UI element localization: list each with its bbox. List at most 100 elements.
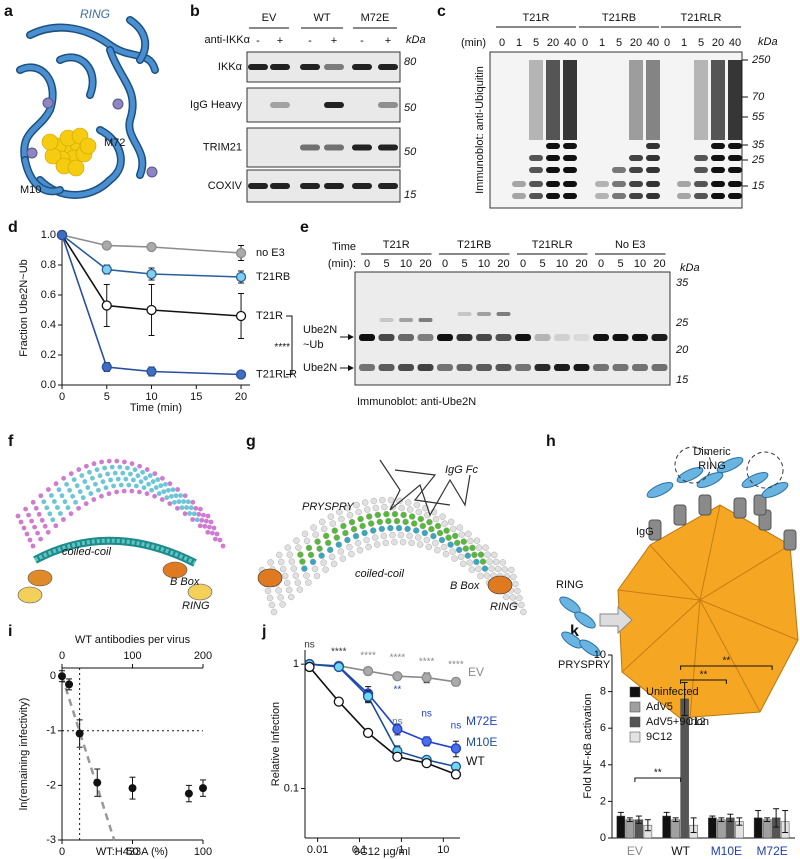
band	[629, 181, 643, 187]
density-point	[190, 517, 196, 522]
band	[646, 143, 660, 149]
density-point	[44, 505, 50, 511]
ribbon	[34, 538, 196, 565]
density-point	[134, 483, 139, 489]
density-point	[127, 471, 133, 477]
density-point	[460, 538, 467, 545]
density-point	[170, 487, 176, 493]
density-point	[42, 523, 48, 529]
density-point	[36, 511, 42, 517]
density-point	[94, 467, 100, 473]
data-point	[450, 743, 462, 754]
density-point	[91, 497, 97, 502]
domain-label: PRYSPRY	[302, 501, 354, 513]
density-point	[344, 536, 351, 544]
band	[359, 334, 375, 341]
band	[546, 143, 560, 149]
series-line	[61, 234, 242, 254]
group-label: T21R	[523, 12, 550, 24]
group-label: T21RB	[602, 12, 636, 24]
density-point	[169, 493, 174, 499]
density-point	[387, 496, 395, 504]
density-point	[488, 565, 495, 572]
density-point	[167, 501, 173, 507]
density-point	[380, 532, 387, 540]
time-label: 10	[400, 258, 412, 270]
density-point	[391, 538, 398, 546]
data-point	[450, 769, 462, 780]
significance-label: ns	[451, 721, 462, 732]
band	[612, 167, 626, 173]
density-point	[45, 529, 51, 535]
legend-swatch	[629, 716, 641, 728]
density-point	[38, 536, 43, 542]
density-point	[376, 518, 383, 526]
density-point	[175, 505, 180, 511]
time-label: 0	[499, 37, 505, 49]
panel-label: j	[261, 623, 266, 640]
density-point	[108, 477, 113, 483]
x-tick-label: 0	[59, 846, 65, 858]
trim21	[676, 467, 704, 483]
band	[711, 155, 725, 161]
y-axis-title: Fold NF-κB activation	[582, 693, 594, 798]
band	[573, 334, 590, 341]
density-point	[123, 476, 129, 482]
band	[378, 102, 398, 108]
density-point	[178, 493, 184, 498]
band	[677, 181, 691, 187]
density-point	[440, 543, 448, 551]
density-point	[77, 489, 83, 495]
marker-label: 250	[751, 54, 771, 66]
density-point	[106, 458, 112, 464]
y-tick-label: 6	[600, 722, 606, 734]
x-tick-label: M10E	[711, 844, 742, 858]
panel-label: a	[4, 3, 13, 20]
density-point	[374, 511, 381, 519]
band	[677, 193, 691, 199]
band	[593, 364, 609, 371]
density-point	[337, 548, 344, 555]
data-point	[101, 300, 112, 311]
density-point	[137, 463, 143, 469]
density-point	[213, 536, 218, 542]
density-point	[71, 477, 77, 483]
density-point	[115, 476, 121, 482]
band	[646, 155, 660, 161]
annotation-label: RING	[698, 460, 726, 472]
band	[529, 155, 543, 161]
density-point	[456, 524, 463, 531]
domain-label: coiled-coil	[355, 568, 404, 580]
series-line	[308, 666, 457, 776]
density-point	[76, 467, 82, 472]
density-point	[499, 559, 506, 566]
density-point	[393, 517, 401, 525]
density-point	[205, 513, 211, 519]
density-point	[370, 497, 377, 505]
density-point	[370, 527, 377, 534]
density-point	[299, 558, 306, 565]
band	[379, 318, 394, 322]
smear	[711, 60, 725, 140]
time-label: 40	[647, 37, 659, 49]
band	[515, 334, 531, 341]
residue-label: M72	[104, 137, 125, 149]
band	[248, 183, 268, 189]
density-point	[344, 504, 352, 512]
density-point	[409, 513, 416, 520]
density-point	[30, 543, 36, 549]
density-point	[335, 541, 342, 548]
series-line	[309, 663, 457, 768]
igg	[733, 497, 747, 519]
density-point	[99, 493, 104, 499]
fit-line	[60, 675, 116, 841]
density-point	[118, 482, 124, 488]
domain	[27, 569, 53, 587]
density-point	[30, 499, 36, 505]
data-point	[101, 361, 112, 373]
density-point	[316, 545, 323, 552]
density-point	[419, 522, 426, 530]
band	[496, 312, 511, 316]
band	[728, 143, 742, 149]
